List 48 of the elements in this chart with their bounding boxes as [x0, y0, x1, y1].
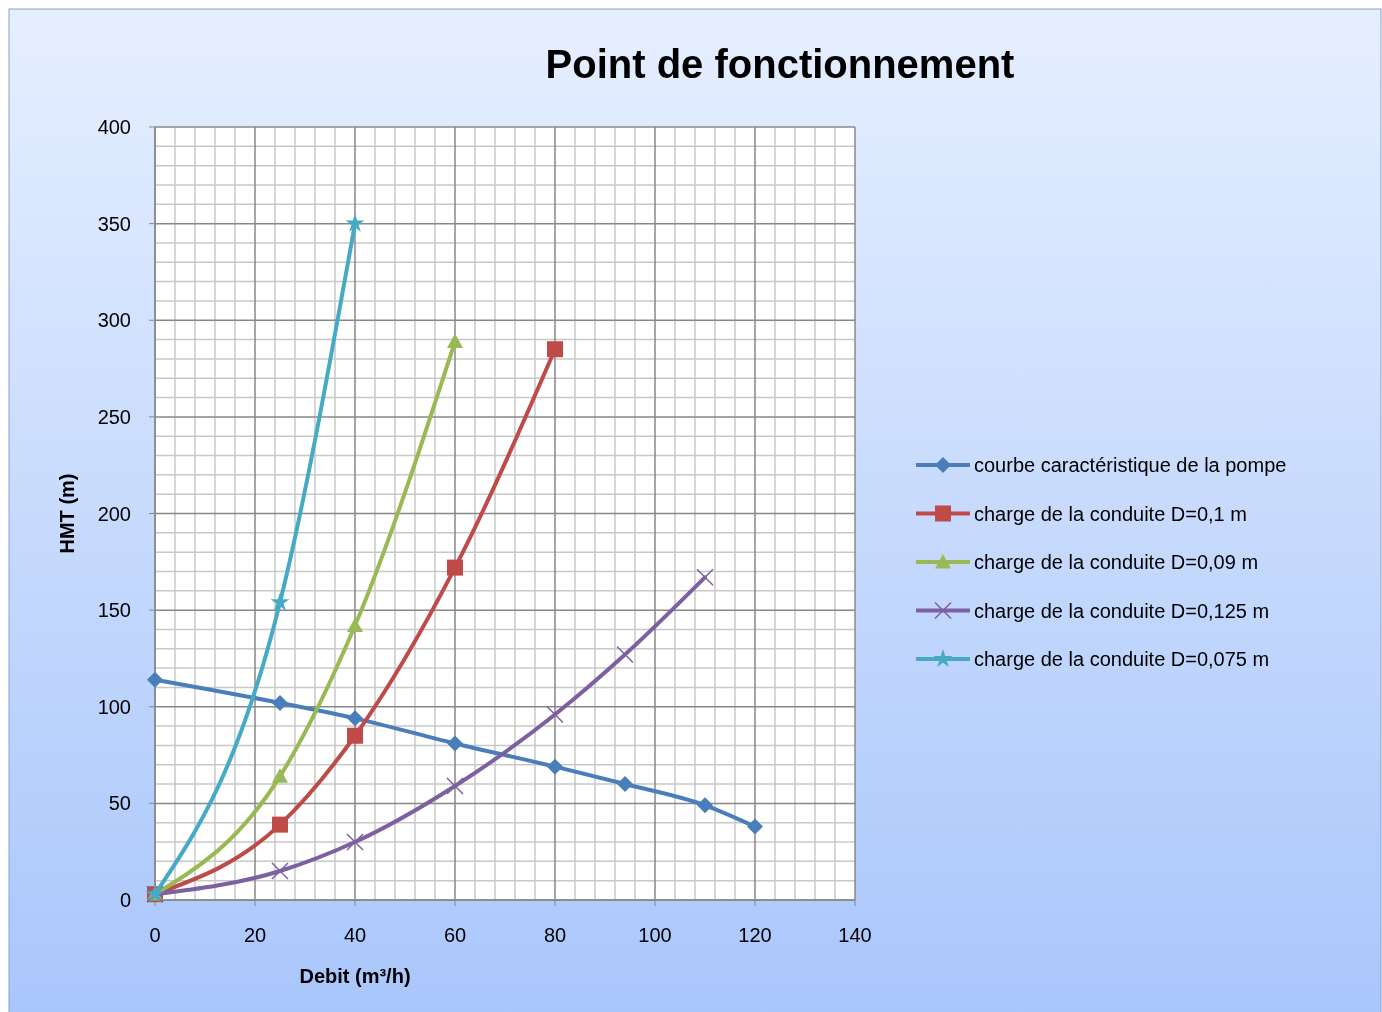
x-tick-label: 80 [543, 924, 567, 946]
point [546, 705, 564, 724]
point [547, 341, 563, 358]
y-tick-label: 250 [97, 405, 131, 428]
x-tick-label: 60 [443, 924, 467, 946]
point [345, 213, 365, 232]
point [347, 617, 363, 632]
legend-label: charge de la conduite D=0,125 m [974, 599, 1270, 622]
x-tick-label: 140 [838, 924, 872, 946]
point [447, 333, 463, 348]
point [272, 816, 288, 833]
point [616, 645, 634, 664]
y-tick-label: 400 [97, 116, 131, 138]
x-tick-label: 20 [243, 924, 267, 946]
point [547, 758, 563, 775]
y-tick-label: 350 [97, 212, 131, 235]
point [347, 727, 363, 744]
y-tick-label: 50 [108, 792, 131, 815]
legend-label: charge de la conduite D=0,075 m [974, 648, 1270, 670]
point [446, 777, 464, 795]
y-tick-label: 300 [97, 309, 131, 332]
point [272, 694, 288, 711]
x-axis-title: Debit (m³/h) [299, 965, 411, 987]
point [270, 592, 290, 611]
y-tick-label: 0 [119, 889, 131, 911]
point [697, 797, 713, 814]
x-tick-label: 100 [638, 924, 672, 946]
y-tick-label: 100 [97, 695, 131, 718]
point [696, 568, 714, 587]
point [447, 735, 463, 752]
point [147, 671, 163, 688]
y-tick-label: 200 [97, 502, 131, 525]
y-axis-title: HMT (m) [56, 473, 78, 554]
y-tick-label: 150 [97, 599, 131, 622]
chart-title: Point de fonctionnement [545, 42, 1015, 86]
x-tick-label: 120 [738, 924, 772, 946]
x-tick-label: 0 [149, 924, 161, 946]
point [447, 559, 463, 576]
point [346, 833, 364, 851]
point [272, 768, 288, 783]
legend-label: charge de la conduite D=0,1 m [974, 502, 1247, 525]
point [347, 710, 363, 727]
legend-label: charge de la conduite D=0,09 m [974, 551, 1259, 573]
point [617, 776, 633, 793]
x-tick-label: 40 [343, 924, 367, 946]
point [747, 818, 763, 835]
legend-label: courbe caractéristique de la pompe [974, 454, 1287, 476]
point [271, 862, 289, 880]
